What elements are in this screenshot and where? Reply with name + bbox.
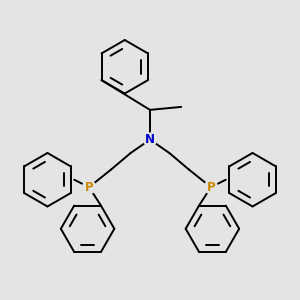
Text: N: N (145, 133, 155, 146)
Circle shape (143, 133, 157, 146)
Circle shape (82, 181, 96, 194)
Circle shape (204, 181, 218, 194)
Text: P: P (207, 181, 215, 194)
Text: P: P (85, 181, 93, 194)
